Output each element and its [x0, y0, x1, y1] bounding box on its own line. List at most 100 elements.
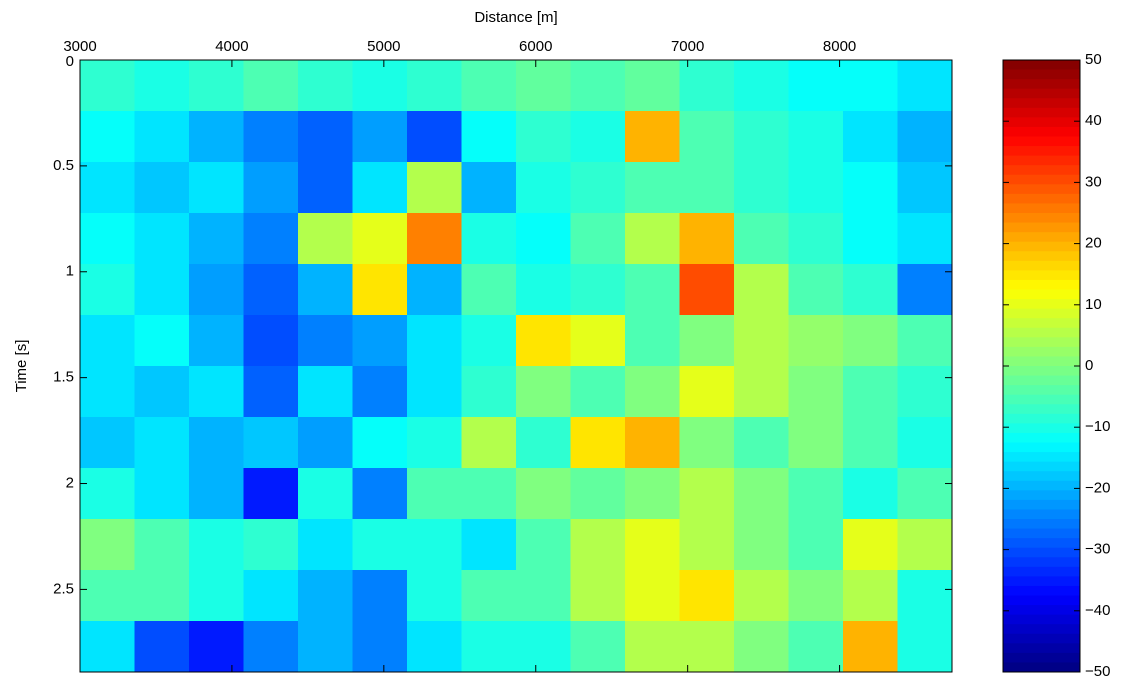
heatmap-cell	[571, 60, 626, 112]
colorbar-step	[1003, 203, 1080, 213]
colorbar-step	[1003, 242, 1080, 252]
colorbar-step	[1003, 529, 1080, 539]
heatmap-cell	[734, 366, 789, 418]
heatmap-cell	[407, 519, 462, 571]
colorbar-step	[1003, 261, 1080, 271]
heatmap-cell	[189, 315, 244, 367]
heatmap-cell	[898, 621, 953, 673]
heatmap-cell	[789, 162, 844, 214]
colorbar-tick-label: −40	[1085, 602, 1110, 619]
heatmap-cell	[80, 111, 135, 163]
colorbar-step	[1003, 481, 1080, 491]
heatmap-cell	[789, 366, 844, 418]
colorbar-step	[1003, 433, 1080, 443]
heatmap-cell	[516, 621, 571, 673]
colorbar-step	[1003, 643, 1080, 653]
heatmap-cell	[244, 60, 299, 112]
heatmap-cell	[189, 213, 244, 265]
heatmap-cell	[516, 417, 571, 469]
colorbar-step	[1003, 624, 1080, 634]
colorbar-step	[1003, 596, 1080, 606]
heatmap-cell	[516, 315, 571, 367]
heatmap-cell	[843, 315, 898, 367]
heatmap-cell	[789, 468, 844, 520]
heatmap-cell	[462, 213, 517, 265]
heatmap-cell	[571, 570, 626, 622]
heatmap-cell	[898, 264, 953, 316]
colorbar-step	[1003, 60, 1080, 70]
colorbar-tick-label: −10	[1085, 418, 1110, 435]
heatmap-cell	[189, 621, 244, 673]
heatmap-cell	[789, 315, 844, 367]
heatmap-cell	[298, 60, 353, 112]
colorbar-tick-label: 10	[1085, 296, 1102, 313]
colorbar-step	[1003, 519, 1080, 529]
heatmap-cell	[625, 111, 680, 163]
heatmap-cell	[135, 621, 190, 673]
heatmap-cell	[135, 60, 190, 112]
heatmap-cell	[135, 519, 190, 571]
heatmap-cell	[571, 213, 626, 265]
heatmap-cell	[407, 111, 462, 163]
heatmap-cell	[843, 417, 898, 469]
heatmap-cell	[298, 213, 353, 265]
colorbar-step	[1003, 251, 1080, 261]
heatmap-cell	[625, 621, 680, 673]
colorbar-step	[1003, 395, 1080, 405]
heatmap-cell	[189, 519, 244, 571]
heatmap-cell	[680, 60, 735, 112]
colorbar-step	[1003, 509, 1080, 519]
colorbar-step	[1003, 89, 1080, 99]
colorbar-tick-label: −50	[1085, 663, 1110, 679]
colorbar-tick-label: 20	[1085, 235, 1102, 252]
heatmap-cell	[680, 315, 735, 367]
heatmap-cell	[843, 111, 898, 163]
colorbar-step	[1003, 127, 1080, 137]
heatmap-cell	[189, 468, 244, 520]
heatmap-cell	[80, 162, 135, 214]
heatmap-cell	[898, 60, 953, 112]
heatmap-cell	[407, 213, 462, 265]
heatmap-cell	[843, 213, 898, 265]
colorbar-step	[1003, 548, 1080, 558]
colorbar-step	[1003, 184, 1080, 194]
heatmap-cell	[462, 366, 517, 418]
heatmap-cell	[298, 621, 353, 673]
heatmap-cell	[789, 264, 844, 316]
heatmap-cell	[80, 468, 135, 520]
heatmap-cell	[407, 621, 462, 673]
heatmap-cell	[571, 366, 626, 418]
heatmap-cell	[189, 264, 244, 316]
heatmap-cell	[244, 621, 299, 673]
heatmap-cell	[680, 519, 735, 571]
heatmap-cell	[244, 468, 299, 520]
heatmap-cell	[625, 162, 680, 214]
colorbar-step	[1003, 347, 1080, 357]
heatmap-cell	[843, 570, 898, 622]
colorbar-tick-label: 50	[1085, 51, 1102, 68]
colorbar-tick-label: −20	[1085, 479, 1110, 496]
heatmap-cell	[734, 519, 789, 571]
heatmap-cell	[407, 366, 462, 418]
heatmap-cell	[680, 111, 735, 163]
heatmap-cell	[298, 417, 353, 469]
heatmap-cell	[734, 162, 789, 214]
heatmap-cell	[353, 621, 408, 673]
heatmap-cell	[680, 621, 735, 673]
heatmap-cell	[789, 519, 844, 571]
heatmap-cell	[462, 60, 517, 112]
colorbar-step	[1003, 280, 1080, 290]
heatmap-cell	[353, 264, 408, 316]
colorbar-step	[1003, 117, 1080, 127]
heatmap-cell	[80, 315, 135, 367]
heatmap-cell	[135, 162, 190, 214]
colorbar-step	[1003, 137, 1080, 147]
colorbar-step	[1003, 490, 1080, 500]
colorbar-step	[1003, 615, 1080, 625]
colorbar-step	[1003, 98, 1080, 108]
heatmap-cell	[298, 519, 353, 571]
heatmap-cell	[734, 468, 789, 520]
heatmap-cell	[680, 162, 735, 214]
heatmap-cell	[80, 213, 135, 265]
heatmap-cell	[135, 264, 190, 316]
